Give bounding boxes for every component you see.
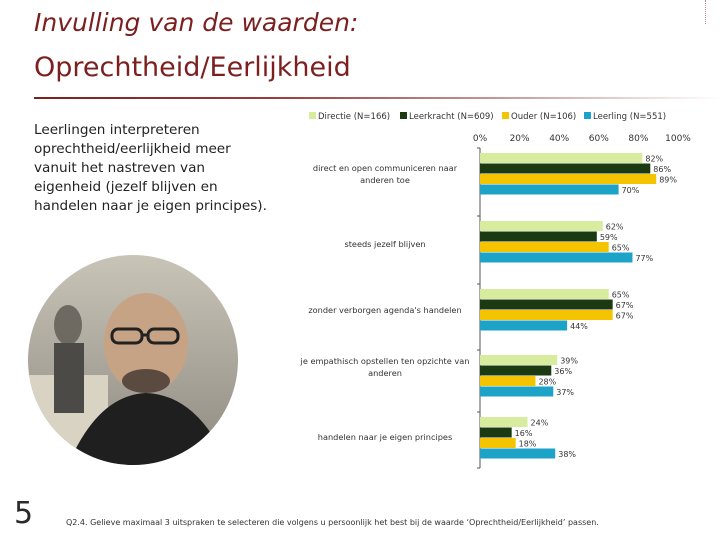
category-label: direct en open communiceren naar anderen … <box>313 163 458 185</box>
value-label-leerkracht: 67% <box>616 301 634 310</box>
category-label: zonder verborgen agenda's handelen <box>308 305 461 315</box>
value-label-directie: 39% <box>560 356 578 365</box>
bar-leerling <box>480 448 556 459</box>
value-label-ouder: 28% <box>538 377 556 386</box>
value-label-leerkracht: 86% <box>653 165 671 174</box>
intro-text: Leerlingen interpreteren oprechtheid/eer… <box>34 122 267 214</box>
bar-leerling <box>480 252 633 263</box>
value-label-leerling: 38% <box>558 450 576 459</box>
legend-swatch-directie <box>309 112 316 119</box>
value-label-ouder: 89% <box>659 175 677 184</box>
x-tick-label: 100% <box>665 134 691 144</box>
bar-directie <box>480 355 558 365</box>
bar-ouder <box>480 310 613 320</box>
corner-accent <box>705 0 720 24</box>
value-label-leerkracht: 16% <box>515 429 533 438</box>
bar-leerling <box>480 320 568 331</box>
bar-leerling <box>480 386 554 397</box>
legend-label-leerling: Leerling (N=551) <box>593 112 666 122</box>
bar-leerkracht <box>480 365 552 376</box>
value-label-leerkracht: 59% <box>600 233 618 242</box>
legend-label-ouder: Ouder (N=106) <box>511 112 576 122</box>
bar-directie <box>480 221 603 231</box>
bar-directie <box>480 153 643 163</box>
legend-swatch-leerling <box>584 112 591 119</box>
legend-swatch-leerkracht <box>400 112 407 119</box>
title-line-1: Invulling van de waarden: <box>34 8 359 37</box>
category-label: je empathisch opstellen ten opzichte van… <box>300 356 470 378</box>
value-label-ouder: 67% <box>616 311 634 320</box>
legend-swatch-ouder <box>502 112 509 119</box>
legend-label-directie: Directie (N=166) <box>318 112 390 122</box>
x-tick-label: 40% <box>549 134 569 144</box>
x-tick-label: 20% <box>510 134 530 144</box>
bar-directie <box>480 417 528 427</box>
bar-ouder <box>480 174 657 184</box>
bar-leerling <box>480 184 619 195</box>
teacher-photo <box>28 255 238 465</box>
value-labels: 82%86%89%70%62%59%65%77%65%67%67%44%39%3… <box>515 154 678 459</box>
value-label-directie: 65% <box>612 290 630 299</box>
bar-ouder <box>480 376 536 386</box>
bar-directie <box>480 289 609 299</box>
value-label-ouder: 65% <box>612 243 630 252</box>
x-tick-label: 60% <box>589 134 609 144</box>
bar-leerkracht <box>480 231 597 242</box>
bar-leerkracht <box>480 427 512 438</box>
value-label-leerling: 44% <box>570 322 588 331</box>
value-label-directie: 62% <box>606 222 624 231</box>
chart-legend: Directie (N=166) Leerkracht (N=609) Oude… <box>309 112 666 122</box>
page-number: 5 <box>14 496 34 531</box>
title-line-2: Oprechtheid/Eerlijkheid <box>34 52 351 83</box>
x-axis-ticks: 0% 20% 40% 60% 80% 100% <box>473 134 691 469</box>
value-label-leerling: 77% <box>635 254 653 263</box>
x-tick-label: 80% <box>628 134 648 144</box>
bar-leerkracht <box>480 299 613 310</box>
value-label-directie: 82% <box>645 154 663 163</box>
value-label-directie: 24% <box>531 418 549 427</box>
title-divider <box>34 97 720 99</box>
bar-ouder <box>480 438 516 448</box>
legend-label-leerkracht: Leerkracht (N=609) <box>409 112 494 122</box>
question-note: Q2.4. Gelieve maximaal 3 uitspraken te s… <box>66 518 599 527</box>
bar-ouder <box>480 242 609 252</box>
value-label-leerkracht: 36% <box>554 367 572 376</box>
bar-leerkracht <box>480 163 651 174</box>
category-label: steeds jezelf blijven <box>344 239 425 249</box>
x-tick-label: 0% <box>473 134 488 144</box>
category-label: handelen naar je eigen principes <box>318 432 452 442</box>
value-label-leerling: 70% <box>622 186 640 195</box>
value-label-leerling: 37% <box>556 388 574 397</box>
value-label-ouder: 18% <box>519 439 537 448</box>
bars <box>480 153 657 459</box>
category-labels: direct en open communiceren naar anderen … <box>300 163 470 442</box>
